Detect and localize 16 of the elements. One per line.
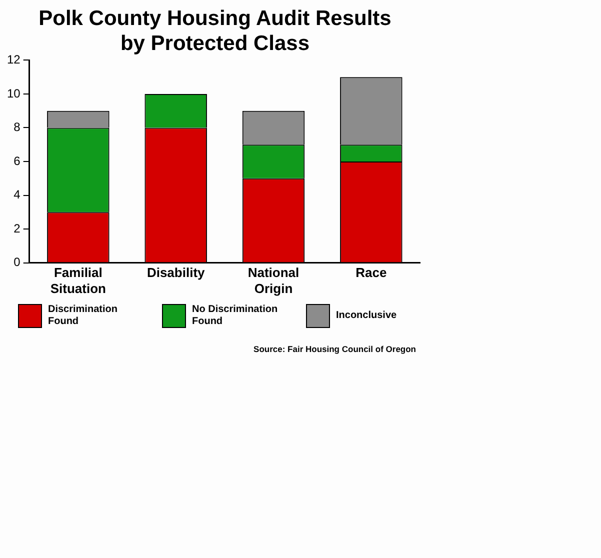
legend-label: Discrimination Found — [48, 304, 118, 328]
legend-label: Inconclusive — [336, 310, 397, 322]
y-tick-label: 0 — [14, 255, 21, 270]
x-tick-label: National Origin — [248, 265, 300, 296]
y-tick-label: 8 — [14, 120, 21, 134]
legend-label: No Discrimination Found — [192, 304, 279, 328]
y-tick-label: 6 — [14, 154, 21, 168]
chart-title: Polk County Housing Audit Results by Protected Class — [38, 7, 392, 55]
x-tick-label: Familial Situation — [50, 265, 106, 296]
y-tick-label: 4 — [14, 188, 21, 202]
y-tick-label: 2 — [14, 221, 21, 236]
y-tick-label: 10 — [6, 86, 21, 100]
y-tick-label: 12 — [6, 52, 21, 67]
x-tick-label: Disability — [146, 265, 206, 280]
source-note: Source: Fair Housing Council of Oregon — [252, 344, 416, 354]
x-tick-label: Race — [356, 265, 387, 280]
